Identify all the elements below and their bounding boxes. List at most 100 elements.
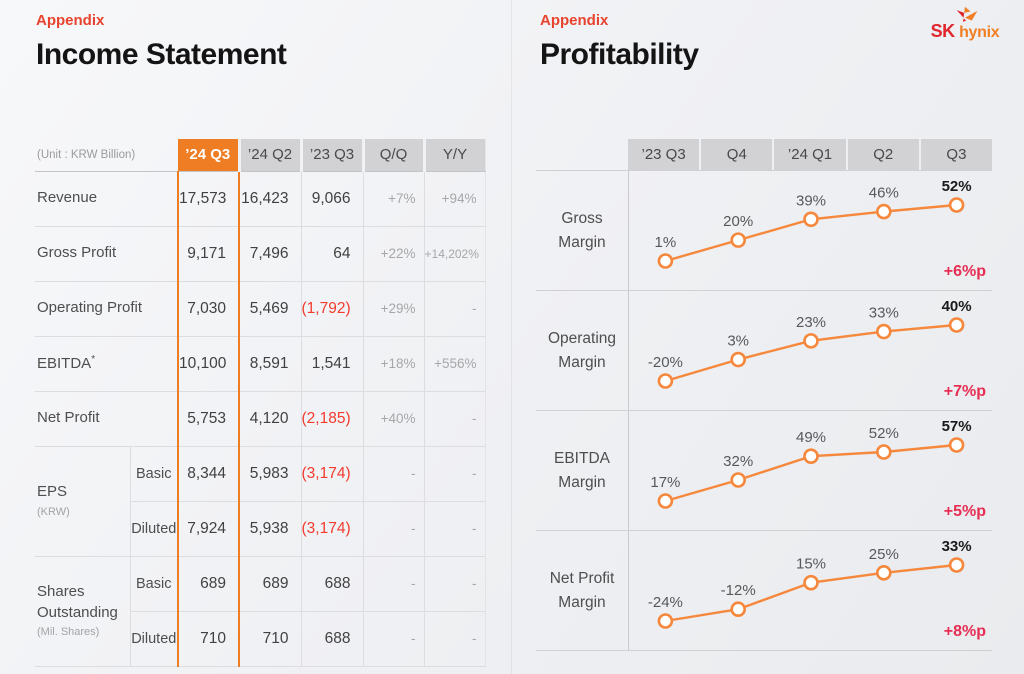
- data-point-label: 1%: [655, 234, 677, 251]
- data-point-marker: [803, 211, 819, 228]
- change-cell: -: [423, 611, 486, 667]
- data-point-label: 52%: [869, 425, 899, 442]
- table-row: Gross Profit 9,171 7,496 64 +22% +14,202%: [35, 226, 486, 282]
- value-cell: 710: [238, 611, 302, 667]
- value-cell: 5,469: [238, 281, 302, 337]
- table-row: Shares Outstanding (Mil. Shares) Basic 689 6…: [35, 556, 486, 667]
- change-cell: -: [362, 611, 425, 667]
- value-cell: (1,792): [300, 281, 364, 337]
- sk-hynix-logo: SK hynix: [920, 6, 1010, 42]
- data-point-marker: [730, 351, 746, 368]
- data-point-label: 17%: [650, 474, 680, 491]
- data-point-label: 20%: [723, 213, 753, 230]
- row-label: Gross Profit: [35, 226, 179, 282]
- change-cell: -: [423, 281, 486, 337]
- butterfly-logo-icon: [956, 6, 978, 22]
- data-point-marker: [730, 601, 746, 618]
- row-label: Operating Profit: [35, 281, 179, 337]
- unit-label: (Unit : KRW Billion): [35, 139, 179, 172]
- row-sublabel: Diluted: [129, 501, 179, 557]
- value-cell: (3,174): [300, 501, 364, 557]
- chart-band: EBITDA Margin 17% 32% 49% 52% 57% +5%p: [536, 410, 992, 530]
- data-point-marker: [803, 448, 819, 465]
- chart-column-header: Q4: [701, 139, 773, 170]
- change-cell: +18%: [362, 336, 425, 392]
- column-header: Q/Q: [361, 139, 425, 172]
- logo-sk-text: SK: [930, 21, 956, 41]
- row-label: Revenue: [35, 171, 179, 227]
- value-cell: 688: [300, 611, 364, 667]
- table-row: Operating Profit 7,030 5,469 (1,792) +29% -: [35, 281, 486, 337]
- row-label: Net Profit: [35, 391, 179, 447]
- profitability-panel: Appendix Profitability SK hynix ’23 Q3 Q4…: [512, 0, 1024, 674]
- data-point-label: 46%: [869, 185, 899, 202]
- line-chart-svg: -20% 3% 23% 33% 40%: [648, 298, 972, 389]
- change-label: +6%p: [943, 263, 986, 280]
- data-point-marker: [876, 203, 892, 220]
- table-row: Revenue 17,573 16,423 9,066 +7% +94%: [35, 171, 486, 227]
- table-row: EBITDA* 10,100 8,591 1,541 +18% +556%: [35, 336, 486, 392]
- row-label: EBITDA*: [35, 336, 179, 392]
- chart-column-header: ’24 Q1: [774, 139, 846, 170]
- change-cell: +7%: [362, 171, 425, 227]
- change-label: +7%p: [943, 383, 986, 400]
- data-point-label: -20%: [648, 354, 683, 371]
- value-cell: 688: [300, 556, 364, 612]
- change-cell: -: [423, 446, 486, 502]
- data-point-label: -24%: [648, 594, 683, 611]
- value-cell: 689: [177, 556, 241, 612]
- data-point-marker: [876, 323, 892, 340]
- change-label: +8%p: [943, 623, 986, 640]
- row-group-label: Shares Outstanding (Mil. Shares): [35, 556, 130, 667]
- profitability-title: Profitability: [540, 38, 699, 71]
- line-chart-svg: 17% 32% 49% 52% 57%: [650, 418, 972, 509]
- row-sublabel: Diluted: [129, 611, 179, 667]
- income-table: (Unit : KRW Billion) ’24 Q3’24 Q2’23 Q3 Q/…: [35, 139, 486, 667]
- appendix-label-left: Appendix: [36, 12, 105, 29]
- income-statement-title: Income Statement: [36, 38, 287, 71]
- change-cell: -: [362, 446, 425, 502]
- data-point-label: -12%: [721, 582, 756, 599]
- data-point-marker: [876, 565, 892, 581]
- change-cell: +14,202%: [423, 226, 486, 282]
- data-point-marker: [657, 373, 674, 389]
- data-point-label: 40%: [942, 298, 972, 315]
- change-cell: +94%: [423, 171, 486, 227]
- chart-row-label: Operating Margin: [547, 330, 617, 371]
- value-cell: 7,496: [238, 226, 302, 282]
- change-cell: +40%: [362, 391, 425, 447]
- row-group-label: EPS (KRW): [35, 446, 130, 557]
- data-point-label: 57%: [942, 418, 972, 435]
- value-cell: 5,938: [238, 501, 302, 557]
- column-header: Y/Y: [422, 139, 486, 172]
- table-row: Diluted 7,924 5,938 (3,174) - -: [35, 501, 486, 557]
- income-statement-panel: Appendix Income Statement (Unit : KRW Bi…: [35, 12, 486, 667]
- value-cell: 16,423: [238, 171, 302, 227]
- line-chart-svg: 1% 20% 39% 46% 52%: [655, 178, 972, 269]
- column-header-highlight: ’24 Q3: [178, 139, 240, 172]
- logo-hynix-text: hynix: [959, 24, 1000, 41]
- chart-row-label: EBITDA Margin: [554, 450, 610, 491]
- value-cell: 8,591: [238, 336, 302, 392]
- line-chart: -24% -12% 15% 25% 33%: [628, 531, 992, 650]
- row-sublabel: Basic: [129, 446, 179, 502]
- chart-column-header: ’23 Q3: [628, 139, 700, 170]
- data-point-marker: [803, 574, 819, 591]
- change-cell: -: [423, 391, 486, 447]
- trend-line: [665, 563, 957, 623]
- table-row: EPS (KRW) Basic 8,344 5,983 (3,174) - -: [35, 446, 486, 557]
- value-cell: 1,541: [300, 336, 364, 392]
- change-cell: -: [423, 501, 486, 557]
- chart-column-header: Q3: [920, 139, 993, 170]
- value-cell: 5,753: [177, 391, 241, 447]
- chart-row-label: Net Profit Margin: [549, 570, 615, 611]
- table-header-row: (Unit : KRW Billion) ’24 Q3’24 Q2’23 Q3 Q/…: [35, 139, 486, 172]
- change-cell: +556%: [423, 336, 486, 392]
- data-point-marker: [948, 557, 965, 573]
- change-cell: -: [362, 556, 425, 612]
- value-cell: (3,174): [300, 446, 364, 502]
- data-point-marker: [730, 472, 746, 488]
- change-cell: +29%: [362, 281, 425, 337]
- chart-column-headers: ’23 Q3 Q4’24 Q1 Q2 Q3: [628, 139, 993, 170]
- chart-bands: Gross Margin 1% 20% 39% 46% 52% +6%p Operating …: [536, 170, 992, 651]
